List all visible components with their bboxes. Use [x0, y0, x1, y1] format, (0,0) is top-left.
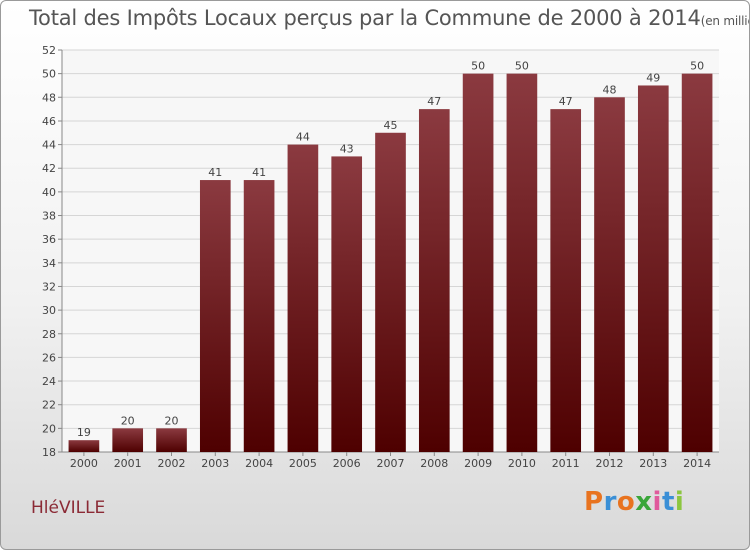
bar	[550, 109, 582, 452]
y-tick-label: 24	[42, 375, 56, 388]
data-label: 44	[296, 131, 310, 144]
y-tick-label: 22	[42, 399, 56, 412]
logo-letter: x	[635, 487, 653, 517]
x-tick-label: 2000	[70, 457, 98, 470]
bar	[594, 97, 625, 452]
data-label: 20	[165, 414, 179, 427]
data-label: 45	[384, 119, 398, 132]
y-tick-label: 44	[42, 139, 56, 152]
y-tick-label: 18	[42, 446, 56, 459]
x-tick-label: 2007	[377, 457, 405, 470]
bar	[637, 85, 669, 453]
y-tick-label: 52	[42, 44, 56, 57]
proxiti-logo: Proxiti	[584, 487, 684, 517]
bar	[68, 440, 100, 452]
x-tick-label: 2013	[639, 457, 667, 470]
x-tick-label: 2006	[333, 457, 361, 470]
data-label: 50	[690, 60, 704, 73]
data-label: 50	[515, 60, 529, 73]
data-label: 19	[77, 426, 91, 439]
data-label: 41	[252, 166, 266, 179]
logo-letter: i	[674, 487, 685, 517]
data-label: 41	[208, 166, 222, 179]
y-tick-label: 30	[42, 304, 56, 317]
y-tick-label: 28	[42, 328, 56, 341]
logo-letter: P	[584, 487, 604, 517]
data-label: 47	[559, 95, 573, 108]
y-tick-label: 50	[42, 68, 56, 81]
commune-name: HléVILLE	[31, 498, 106, 518]
x-tick-label: 2001	[114, 457, 142, 470]
data-label: 20	[121, 414, 135, 427]
x-tick-label: 2014	[683, 457, 711, 470]
bar	[287, 144, 319, 452]
y-tick-label: 26	[42, 351, 56, 364]
bar	[418, 109, 450, 452]
y-tick-label: 20	[42, 422, 56, 435]
y-tick-label: 42	[42, 162, 56, 175]
bar	[112, 428, 144, 452]
data-label: 47	[427, 95, 441, 108]
y-tick-label: 48	[42, 91, 56, 104]
y-tick-label: 34	[42, 257, 56, 270]
x-tick-label: 2003	[201, 457, 229, 470]
y-tick-label: 36	[42, 233, 56, 246]
bar	[681, 73, 713, 452]
bar	[243, 180, 275, 452]
data-label: 50	[471, 60, 485, 73]
bar	[375, 132, 406, 452]
y-tick-label: 38	[42, 210, 56, 223]
data-label: 49	[646, 71, 660, 84]
x-tick-label: 2011	[552, 457, 580, 470]
x-tick-label: 2012	[596, 457, 624, 470]
bar	[506, 73, 538, 452]
x-tick-label: 2002	[158, 457, 186, 470]
bar	[462, 73, 494, 452]
y-tick-label: 46	[42, 115, 56, 128]
x-tick-label: 2008	[420, 457, 448, 470]
bar	[331, 156, 363, 453]
x-tick-label: 2005	[289, 457, 317, 470]
y-tick-label: 32	[42, 280, 56, 293]
x-tick-label: 2004	[245, 457, 273, 470]
data-label: 48	[603, 83, 617, 96]
bar	[156, 428, 187, 452]
logo-letter: r	[603, 487, 617, 517]
logo-letter: i	[652, 487, 662, 517]
x-tick-label: 2010	[508, 457, 536, 470]
chart-title: Total des Impôts Locaux perçus par la Co…	[29, 6, 749, 30]
logo-letter: t	[661, 487, 675, 517]
unit-label: (en milliers d'€)	[700, 14, 749, 28]
bar	[199, 180, 231, 452]
x-tick-label: 2009	[464, 457, 492, 470]
logo-letter: o	[616, 487, 636, 517]
y-tick-label: 40	[42, 186, 56, 199]
data-label: 43	[340, 142, 354, 155]
